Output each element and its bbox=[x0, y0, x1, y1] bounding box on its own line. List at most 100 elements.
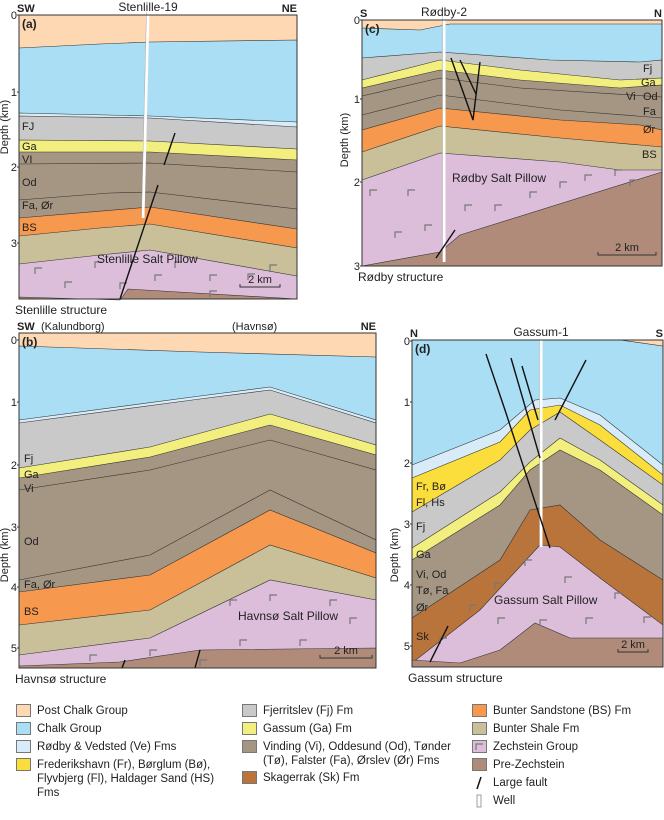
legend-swatch bbox=[16, 704, 31, 717]
formation-label: Vi, Od bbox=[416, 569, 446, 581]
legend-label: Fjerritslev (Fj) Fm bbox=[263, 705, 354, 717]
fault-line bbox=[521, 365, 539, 421]
depth-tick-label: 3 bbox=[354, 261, 360, 273]
legend-item-well: Well bbox=[472, 794, 664, 812]
formation-label: Ga bbox=[22, 141, 38, 153]
depth-tick-label: 3 bbox=[404, 519, 410, 531]
panel-caption: Rødby structure bbox=[358, 270, 444, 284]
scale-label: 2 km bbox=[248, 274, 272, 286]
depth-tick-label: 5 bbox=[11, 643, 17, 655]
legend-item-rodby: Rødby & Vedsted (Ve) Fms bbox=[16, 740, 231, 758]
zechstein-symbol bbox=[199, 659, 207, 666]
panel-frame bbox=[18, 14, 298, 300]
formation-label: Ør bbox=[643, 124, 656, 136]
zechstein-symbol bbox=[209, 274, 217, 281]
depth-tick-label: 0 bbox=[11, 335, 17, 347]
zechstein-symbol bbox=[209, 290, 217, 297]
depth-tick-label: 3 bbox=[11, 238, 17, 250]
zechstein-symbol bbox=[329, 599, 337, 606]
formation-label: Fj bbox=[24, 453, 33, 465]
well-icon bbox=[141, 11, 150, 219]
legend-label: Frederikshavn (Fr), Børglum (Bø), Flyvbj… bbox=[37, 759, 215, 799]
panel-caption: Stenlille structure bbox=[15, 303, 107, 317]
zechstein-symbol bbox=[34, 267, 42, 274]
legend-item-zechstein: Zechstein Group bbox=[472, 740, 664, 758]
well-icon bbox=[472, 794, 487, 808]
formation-label: Od bbox=[643, 91, 658, 103]
formation-label: Fl, Hs bbox=[416, 497, 445, 509]
panel-tag: (d) bbox=[415, 342, 430, 356]
panel-tag: (a) bbox=[22, 17, 37, 31]
zechstein-symbol bbox=[539, 619, 547, 626]
legend-swatch bbox=[16, 758, 31, 771]
formation-label: Ør bbox=[416, 602, 429, 614]
legend-item-skagerrak: Skagerrak (Sk) Fm bbox=[242, 771, 462, 789]
direction-left: SW bbox=[17, 321, 35, 333]
legend-item-fjerritslev: Fjerritslev (Fj) Fm bbox=[242, 704, 462, 722]
depth-tick-label: 3 bbox=[11, 522, 17, 534]
zechstein-symbol bbox=[524, 559, 532, 566]
place-label: (Kalundborg) bbox=[41, 321, 105, 333]
zechstein-symbol bbox=[464, 204, 472, 211]
depth-tick-label: 1 bbox=[404, 397, 410, 409]
formation-label: Tø, Fa bbox=[416, 585, 449, 597]
legend-item-pre-zechstein: Pre-Zechstein bbox=[472, 758, 664, 776]
legend-item-vinding: Vinding (Vi), Oddesund (Od), Tønder (Tø)… bbox=[242, 740, 462, 768]
legend-label: Vinding (Vi), Oddesund (Od), Tønder (Tø)… bbox=[263, 741, 451, 767]
depth-tick-label: 5 bbox=[404, 641, 410, 653]
scale-label: 2 km bbox=[615, 242, 639, 254]
zechstein-symbol bbox=[629, 179, 637, 186]
zechstein-symbol bbox=[94, 261, 102, 268]
formation-label: BS bbox=[642, 149, 657, 161]
salt-pillow-label: Stenlille Salt Pillow bbox=[97, 252, 198, 266]
depth-axis-label: Depth (km) bbox=[0, 100, 11, 154]
direction-right: S bbox=[656, 328, 663, 340]
depth-tick-label: 2 bbox=[11, 162, 17, 174]
depth-tick-label: 4 bbox=[404, 580, 410, 592]
well-outline bbox=[141, 11, 147, 219]
fault-line bbox=[163, 132, 176, 166]
direction-left: SW bbox=[17, 3, 35, 15]
depth-tick-label: 2 bbox=[11, 460, 17, 472]
panel-tag: (b) bbox=[22, 335, 37, 349]
zechstein-symbol bbox=[154, 274, 162, 281]
zechstein-symbol bbox=[564, 576, 572, 583]
fault-icon bbox=[472, 776, 487, 790]
panel-frame bbox=[411, 339, 664, 668]
depth-tick-label: 2 bbox=[404, 458, 410, 470]
legend-label: Well bbox=[493, 795, 516, 807]
well-name: Rødby-2 bbox=[421, 5, 467, 19]
depth-tick-label: 2 bbox=[354, 177, 360, 189]
fault-line bbox=[554, 359, 587, 421]
formation-label: Vi bbox=[626, 91, 636, 103]
formation-label: Fj bbox=[643, 63, 652, 75]
legend-label: Gassum (Ga) Fm bbox=[263, 723, 352, 735]
scale-label: 2 km bbox=[334, 645, 358, 657]
legend-item-chalk: Chalk Group bbox=[16, 722, 231, 740]
zechstein-symbol bbox=[407, 189, 415, 196]
zechstein-symbol bbox=[64, 281, 72, 288]
depth-tick-label: 0 bbox=[354, 15, 360, 27]
depth-tick-label: 4 bbox=[11, 582, 17, 594]
legend-swatch bbox=[242, 722, 257, 735]
panel-b: 0 1 2 3 4 5 Depth (km) (b) SW NE (Kalundborg) (Havn… bbox=[0, 321, 377, 686]
panel-frame bbox=[361, 19, 663, 267]
legend-label: Rødby & Vedsted (Ve) Fms bbox=[37, 741, 177, 753]
scale-label: 2 km bbox=[621, 639, 645, 651]
legend-item-frederikshavn: Frederikshavn (Fr), Børglum (Bø), Flyvbj… bbox=[16, 758, 231, 800]
legend-label: Zechstein Group bbox=[493, 741, 579, 753]
scale-bar bbox=[319, 655, 373, 659]
scale-bar bbox=[239, 284, 281, 288]
formation-label: Sk bbox=[416, 631, 429, 643]
legend-swatch bbox=[472, 758, 487, 771]
zechstein-symbol bbox=[174, 261, 182, 268]
formation-label: Fa, Ør bbox=[22, 200, 54, 212]
legend-item-gassum: Gassum (Ga) Fm bbox=[242, 722, 462, 740]
zechstein-symbol bbox=[299, 639, 307, 646]
salt-pillow-label: Rødby Salt Pillow bbox=[452, 171, 546, 185]
fault-line bbox=[429, 625, 449, 663]
depth-axis-label: Depth (km) bbox=[339, 113, 351, 167]
formation-label: Fj bbox=[416, 521, 425, 533]
zechstein-symbol bbox=[239, 639, 247, 646]
legend-swatch bbox=[242, 771, 257, 784]
